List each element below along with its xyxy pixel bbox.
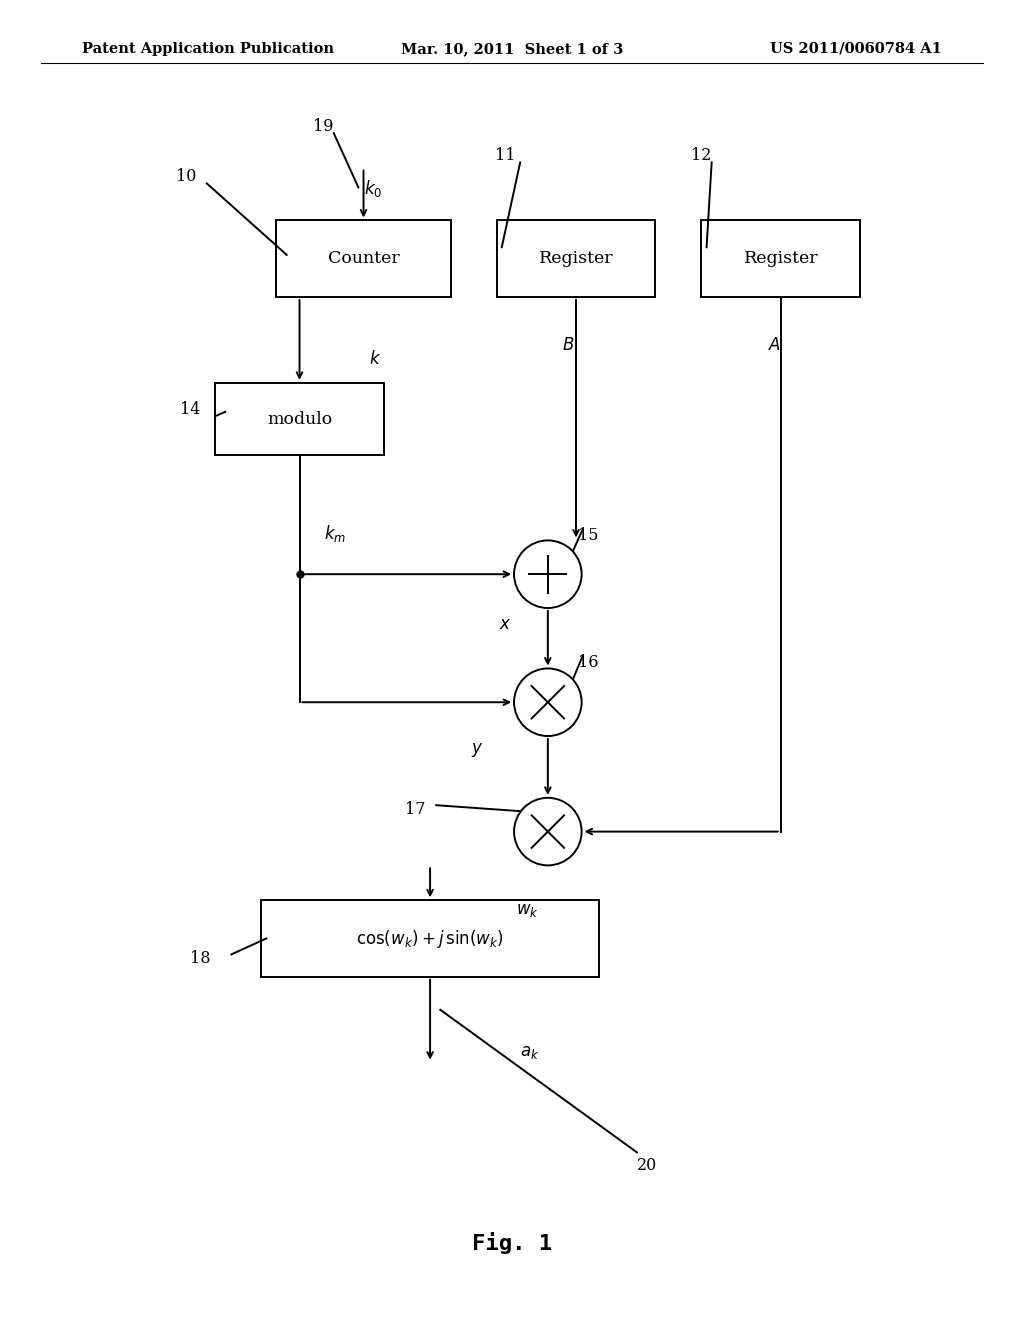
FancyBboxPatch shape: [276, 220, 451, 297]
Text: 15: 15: [578, 528, 598, 544]
Text: modulo: modulo: [267, 411, 332, 428]
Text: 14: 14: [180, 401, 201, 417]
Text: Register: Register: [743, 251, 818, 267]
Text: $k_m$: $k_m$: [324, 523, 346, 544]
Text: 11: 11: [495, 148, 515, 164]
Text: 18: 18: [190, 950, 211, 966]
Text: Counter: Counter: [328, 251, 399, 267]
Ellipse shape: [514, 797, 582, 866]
Text: Register: Register: [539, 251, 613, 267]
FancyBboxPatch shape: [701, 220, 860, 297]
Ellipse shape: [514, 668, 582, 737]
Text: 16: 16: [578, 655, 598, 671]
Text: $A$: $A$: [768, 338, 781, 354]
Text: $\mathrm{cos}(w_k) + j\,\mathrm{sin}(w_k)$: $\mathrm{cos}(w_k) + j\,\mathrm{sin}(w_k…: [356, 928, 504, 949]
Text: 20: 20: [637, 1158, 657, 1173]
FancyBboxPatch shape: [497, 220, 655, 297]
Text: $y$: $y$: [471, 741, 483, 759]
Text: $k$: $k$: [369, 350, 381, 368]
Text: 10: 10: [176, 169, 197, 185]
Text: $B$: $B$: [562, 338, 574, 354]
FancyBboxPatch shape: [261, 900, 599, 977]
Text: Mar. 10, 2011  Sheet 1 of 3: Mar. 10, 2011 Sheet 1 of 3: [400, 42, 624, 55]
Text: $k_0$: $k_0$: [364, 178, 382, 199]
Text: $x$: $x$: [499, 616, 511, 632]
Text: 19: 19: [313, 119, 334, 135]
Text: 12: 12: [691, 148, 712, 164]
Text: $a_k$: $a_k$: [520, 1044, 540, 1060]
Text: $w_k$: $w_k$: [516, 903, 539, 919]
Text: 17: 17: [406, 801, 426, 817]
Text: Patent Application Publication: Patent Application Publication: [82, 42, 334, 55]
Text: US 2011/0060784 A1: US 2011/0060784 A1: [770, 42, 942, 55]
Text: Fig. 1: Fig. 1: [472, 1233, 552, 1254]
FancyBboxPatch shape: [215, 383, 384, 455]
Ellipse shape: [514, 540, 582, 609]
